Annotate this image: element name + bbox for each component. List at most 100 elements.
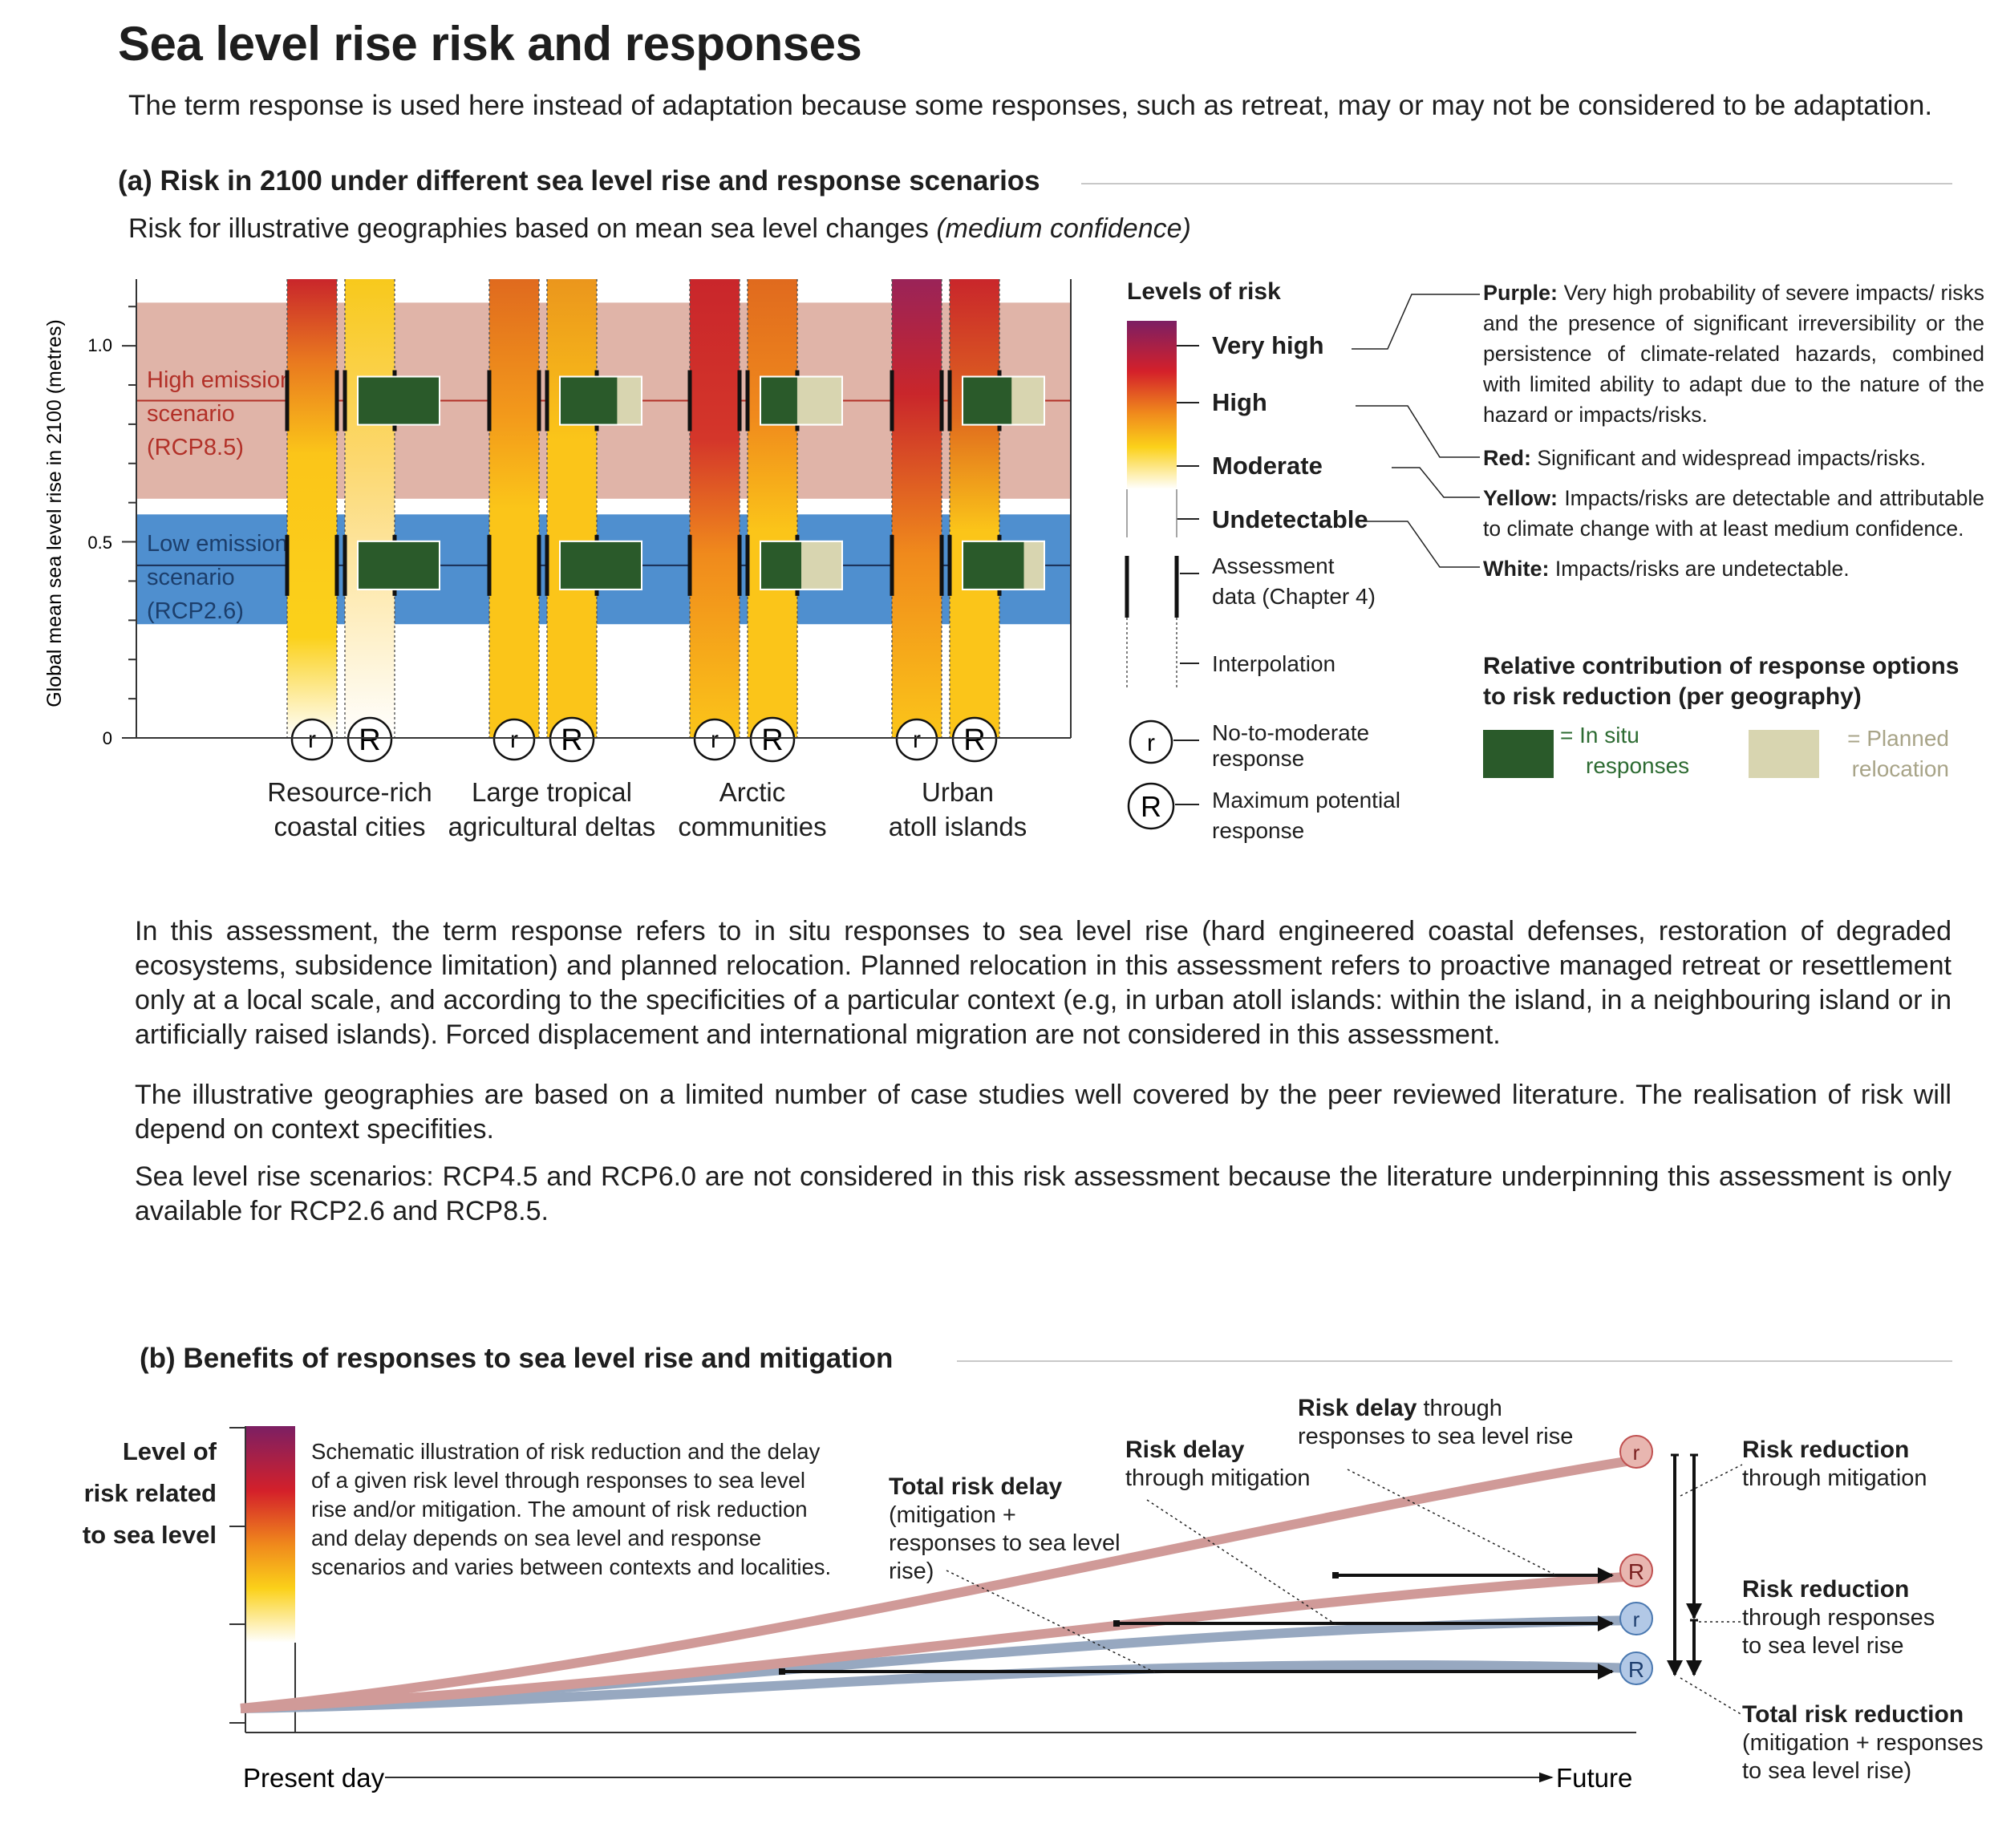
response-circle-R [749, 716, 796, 763]
connector-high [1356, 405, 1480, 458]
geo-label-line: Urban [922, 777, 994, 807]
legend-R-circle [1127, 782, 1175, 830]
definition-term: Red: [1483, 446, 1531, 470]
definition-text: Very high probability of severe impacts/… [1483, 281, 1984, 427]
legend-r-label: No-to-moderate response [1212, 720, 1369, 772]
panel-b-y-label-line: risk related [83, 1479, 217, 1507]
geo-label-line: agricultural deltas [448, 812, 656, 841]
in-situ-label: = In situ responses [1560, 720, 1689, 781]
risk-column-r [690, 279, 740, 738]
curve-high-emission-max-response [240, 1571, 1637, 1713]
risk-column-R [748, 279, 797, 738]
in-situ-box [560, 541, 642, 590]
label-risk-delay-mitigation-bold: Risk delay [1125, 1437, 1245, 1463]
legend-assessment-label: Assessment data (Chapter 4) [1212, 553, 1376, 610]
risk-column-R [547, 279, 597, 738]
response-letter-R: R [561, 723, 582, 757]
label-risk-reduction-responses-rest: to sea level rise [1742, 1633, 1904, 1659]
label-risk-delay-mitigation: Risk delay through mitigation [1125, 1436, 1311, 1493]
geo-label-coastal-cities: Resource-rich coastal cities [229, 775, 470, 844]
risk-gradient-bar [1127, 321, 1177, 489]
panel-b-risk-gradient [245, 1426, 295, 1643]
geo-label-line: Arctic [719, 777, 786, 807]
schematic-description: Schematic illustration of risk reduction… [311, 1439, 832, 1579]
geo-label-deltas: Large tropical agricultural deltas [432, 775, 672, 844]
label-total-risk-delay: Total risk delay (mitigation + responses … [889, 1473, 1129, 1586]
panel-b-y-label-line: Level of [122, 1437, 217, 1465]
levels-of-risk-title: Levels of risk [1127, 278, 1281, 305]
label-total-risk-reduction: Total risk reduction (mitigation + respon… [1742, 1700, 1984, 1785]
in-situ-box [760, 376, 797, 425]
response-letter-R: R [359, 723, 380, 757]
response-circle-r [492, 718, 536, 761]
label-total-risk-delay-rest: (mitigation + responses to sea level ris… [889, 1502, 1121, 1584]
legend-r-letter: r [1147, 730, 1155, 756]
contribution-title: Relative contribution of response option… [1483, 651, 1959, 712]
in-situ-label-line: = In situ [1560, 723, 1639, 748]
endpoint-R-low-letter: R [1628, 1657, 1644, 1682]
leader-total-reduction [1680, 1677, 1743, 1716]
geo-label-line: Large tropical [472, 777, 632, 807]
contribution-box-border [559, 375, 642, 426]
level-high: High [1212, 388, 1267, 416]
contribution-box-border [962, 540, 1045, 590]
response-circle-R [347, 716, 393, 763]
in-situ-box [963, 376, 1012, 425]
in-situ-box [760, 541, 801, 590]
risk-column-r [892, 279, 942, 738]
legend-R-letter: R [1141, 790, 1161, 823]
y-ticks [122, 306, 136, 739]
legend-R-line: Maximum potential [1212, 788, 1400, 813]
x-label-present: Present day [243, 1763, 385, 1793]
delay-arrow-total-start [779, 1668, 785, 1675]
endpoint-R-high-letter: R [1628, 1559, 1644, 1584]
figure-title: Sea level rise risk and responses [118, 17, 862, 71]
contribution-title-line: to risk reduction (per geography) [1483, 683, 1862, 710]
legend-r-line: No-to-moderate [1212, 720, 1370, 745]
risk-column-r [489, 279, 539, 738]
response-circle-R [549, 716, 595, 763]
label-total-risk-delay-bold: Total risk delay [889, 1473, 1063, 1500]
high-scenario-label-1: High emission [147, 367, 293, 393]
response-letter-R: R [761, 723, 783, 757]
legend-r-line: response [1212, 746, 1305, 771]
figure-subtitle: The term response is used here instead o… [128, 90, 1933, 121]
delay-arrow-responses-start [1332, 1572, 1339, 1578]
response-circle-r [693, 718, 736, 761]
risk-legend-graphic: r R [1125, 321, 1199, 830]
in-situ-swatch [1483, 730, 1554, 778]
definition-term: White: [1483, 557, 1550, 581]
contribution-box-border [357, 375, 440, 426]
definition-connectors [1352, 294, 1480, 568]
label-risk-reduction-responses-bold: Risk reduction [1742, 1576, 1910, 1603]
endpoint-R-high [1619, 1554, 1653, 1587]
in-situ-box [560, 376, 618, 425]
delay-arrow-mitigation-start [1113, 1620, 1120, 1627]
endpoint-r-high-letter: r [1633, 1441, 1640, 1465]
label-risk-delay-responses-rest: through [1417, 1396, 1502, 1421]
endpoint-R-low [1619, 1651, 1653, 1685]
label-risk-delay-responses: Risk delay through responses to sea level… [1298, 1394, 1573, 1451]
panel-a-subheading-text: Risk for illustrative geographies based … [128, 213, 937, 244]
legend-r-circle [1129, 719, 1173, 764]
label-risk-reduction-mitigation-rest: through mitigation [1742, 1465, 1927, 1491]
panel-b-heading: (b) Benefits of responses to sea level r… [140, 1343, 894, 1374]
label-risk-reduction-mitigation: Risk reduction through mitigation [1742, 1436, 1927, 1493]
definition-yellow: Yellow: Impacts/risks are detectable and… [1483, 483, 1984, 544]
response-letter-r: r [510, 727, 518, 753]
planned-relocation-line: relocation [1851, 756, 1949, 781]
panel-b-y-label-line: to sea level [82, 1521, 217, 1549]
label-total-risk-reduction-rest: (mitigation + responses [1742, 1730, 1984, 1756]
response-circle-r [290, 718, 334, 761]
y-axis-label: Global mean sea level rise in 2100 (metr… [43, 319, 66, 707]
response-letter-R: R [963, 723, 985, 757]
planned-relocation-swatch [1749, 730, 1819, 778]
level-very-high: Very high [1212, 331, 1324, 359]
definition-term: Yellow: [1483, 486, 1558, 510]
planned-relocation-line: = Planned [1847, 726, 1949, 751]
definition-red: Red: Significant and widespread impacts/… [1483, 443, 1984, 473]
ytick-label-1: 1.0 [87, 335, 112, 355]
geo-label-atoll: Urban atoll islands [837, 775, 1078, 844]
